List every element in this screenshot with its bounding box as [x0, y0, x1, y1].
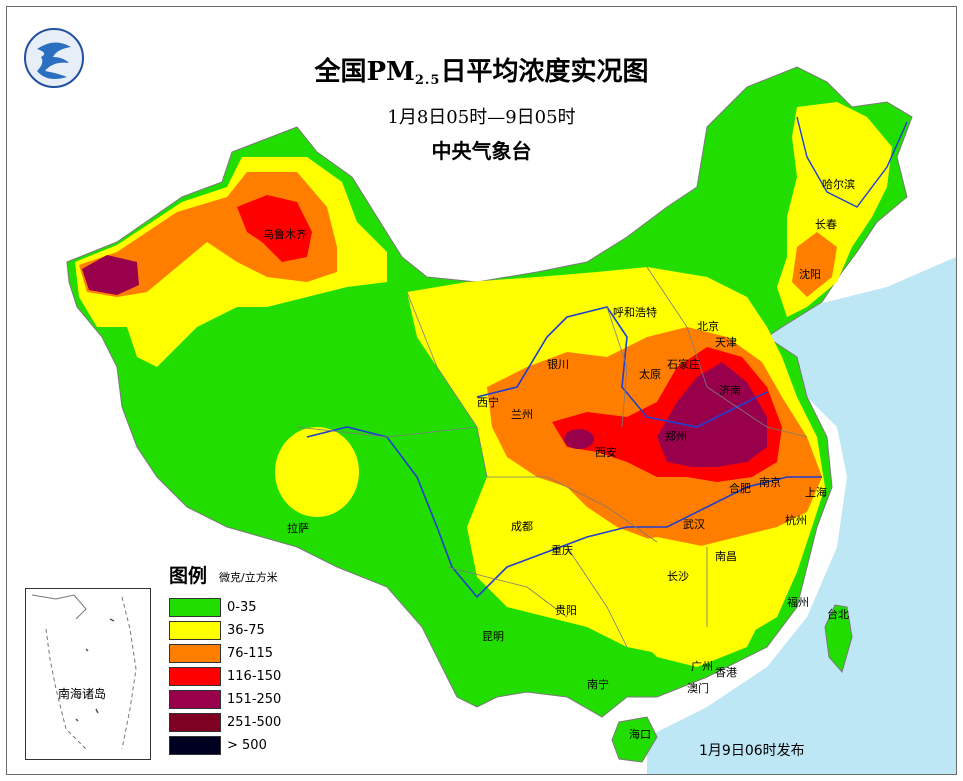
cma-logo-icon	[24, 28, 84, 88]
city-label: 海口	[629, 728, 651, 741]
legend-label: 36-75	[227, 623, 265, 638]
city-label: 上海	[805, 486, 827, 499]
legend-item: 36-75	[169, 620, 309, 642]
city-label: 南京	[759, 476, 781, 489]
city-label: 广州	[691, 660, 713, 673]
legend-swatch	[169, 736, 221, 755]
legend-item: 76-115	[169, 643, 309, 665]
pm-zone-tibet-yellow	[275, 427, 359, 517]
city-label: 天津	[715, 336, 737, 349]
city-label: 南宁	[587, 678, 609, 691]
city-label: 乌鲁木齐	[263, 228, 307, 241]
city-label: 济南	[719, 384, 741, 397]
city-label: 成都	[511, 520, 533, 533]
city-label: 哈尔滨	[822, 178, 855, 191]
city-label: 福州	[787, 596, 809, 609]
legend-label: 251-500	[227, 715, 282, 730]
pm-zone-northeast-orange	[792, 232, 837, 297]
legend-swatch	[169, 621, 221, 640]
city-label: 石家庄	[667, 358, 700, 371]
legend-label: 0-35	[227, 600, 257, 615]
city-label: 杭州	[785, 514, 807, 527]
city-label: 拉萨	[287, 522, 309, 535]
pm-zone-south-yellow	[607, 537, 767, 667]
legend-item: > 500	[169, 735, 309, 757]
city-label: 长春	[815, 218, 837, 231]
pm25-map	[66, 66, 956, 774]
city-label: 澳门	[687, 682, 709, 695]
city-label: 南昌	[715, 550, 737, 563]
legend-swatch	[169, 644, 221, 663]
legend-label: 151-250	[227, 692, 282, 707]
city-label: 西宁	[477, 396, 499, 409]
legend-item: 116-150	[169, 666, 309, 688]
legend-item: 0-35	[169, 597, 309, 619]
province-borders	[296, 266, 808, 648]
pm-zone-xian-purple	[564, 429, 594, 449]
city-label: 长沙	[667, 570, 689, 583]
sea-area	[647, 257, 956, 774]
city-label: 昆明	[482, 630, 504, 643]
legend-item: 151-250	[169, 689, 309, 711]
legend-label: 116-150	[227, 669, 282, 684]
legend-unit: 微克/立方米	[219, 571, 278, 584]
city-label: 银川	[547, 358, 569, 371]
inset-map	[31, 594, 137, 750]
south-china-sea-inset: 南海诸岛	[25, 588, 151, 760]
legend-title: 图例	[169, 565, 208, 587]
pm-zone-xinjiang-red	[237, 195, 312, 262]
time-range: 1月8日05时—9日05时	[387, 107, 576, 128]
city-label: 北京	[697, 320, 719, 333]
city-label: 呼和浩特	[613, 306, 657, 319]
city-label: 香港	[715, 666, 737, 679]
city-label: 合肥	[729, 482, 751, 495]
city-label: 台北	[827, 608, 849, 621]
legend-swatch	[169, 690, 221, 709]
inset-label: 南海诸岛	[58, 687, 107, 701]
city-label: 西安	[595, 446, 617, 459]
city-label: 贵阳	[555, 604, 577, 617]
map-title: 全国PM2.5日平均浓度实况图	[314, 57, 649, 88]
legend-swatch	[169, 598, 221, 617]
legend-label: > 500	[227, 738, 267, 753]
publish-time: 1月9日06时发布	[699, 743, 805, 759]
yellow-river	[476, 306, 768, 428]
city-label: 郑州	[665, 430, 687, 443]
legend: 图例 微克/立方米 0-35 36-75 76-115 116-150 151-…	[161, 561, 291, 773]
taiwan-island	[824, 604, 853, 674]
pm-zone-xinjiang-purple	[82, 255, 139, 295]
songhua-river	[796, 116, 908, 208]
city-label: 太原	[639, 368, 661, 381]
city-label: 沈阳	[799, 268, 821, 281]
legend-swatch	[169, 713, 221, 732]
pm-zone-central-purple	[657, 362, 767, 467]
city-label: 重庆	[551, 544, 573, 557]
legend-label: 76-115	[227, 646, 274, 661]
city-label: 兰州	[511, 408, 533, 421]
map-frame: 全国PM2.5日平均浓度实况图 1月8日05时—9日05时 中央气象台 哈尔滨 …	[6, 6, 957, 775]
organization-name: 中央气象台	[431, 139, 532, 163]
yangtze-river	[306, 426, 822, 599]
hainan-island	[611, 716, 658, 763]
legend-swatch	[169, 667, 221, 686]
city-label: 武汉	[683, 518, 705, 531]
legend-item: 251-500	[169, 712, 309, 734]
